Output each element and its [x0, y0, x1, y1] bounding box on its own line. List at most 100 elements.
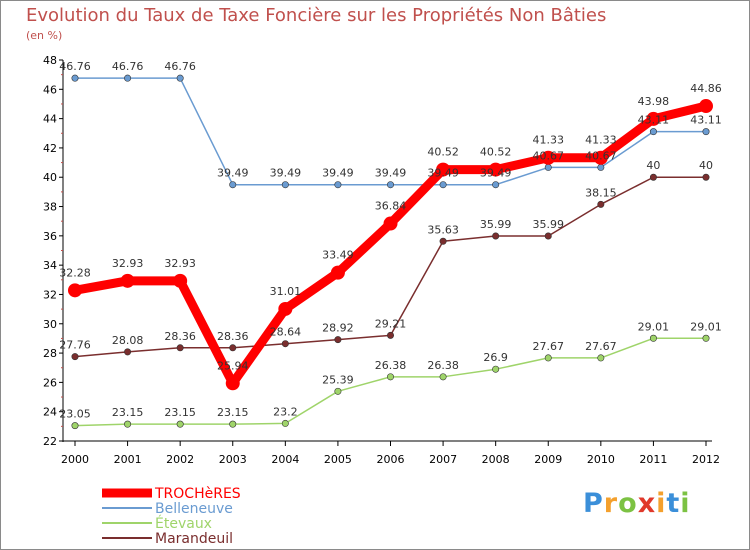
- data-point: [699, 99, 713, 114]
- data-point: [330, 265, 345, 280]
- data-label: 43.98: [638, 95, 670, 108]
- logo-letter: P: [583, 488, 604, 519]
- data-point: [386, 181, 394, 189]
- y-tick-label: 38: [43, 201, 57, 214]
- data-point: [334, 387, 342, 395]
- chart-axes: 22 24 26 28 30 32 34 36 38 40 42 44 46 48 2000 2001 2002…: [43, 54, 720, 466]
- data-point: [492, 181, 500, 189]
- data-label: 35.99: [480, 218, 512, 231]
- data-point: [597, 163, 605, 171]
- x-tick-label: 2008: [482, 453, 510, 466]
- y-tick-label: 40: [43, 171, 57, 184]
- y-tick-label: 44: [43, 113, 57, 126]
- data-label: 23.15: [164, 406, 196, 419]
- x-tick-label: 2003: [219, 453, 247, 466]
- data-label: 23.05: [59, 408, 91, 421]
- data-label: 28.36: [164, 330, 196, 343]
- data-point: [124, 74, 132, 82]
- x-tick-label: 2007: [429, 453, 457, 466]
- data-label: 43.11: [690, 114, 722, 127]
- data-label: 31.01: [270, 285, 302, 298]
- data-point: [492, 365, 500, 373]
- y-tick-label: 34: [43, 259, 57, 272]
- data-point: [229, 344, 237, 352]
- data-label: 23.15: [112, 406, 144, 419]
- x-tick-label: 2002: [166, 453, 194, 466]
- data-label: 28.36: [217, 330, 249, 343]
- data-point: [649, 173, 657, 181]
- x-tick-label: 2005: [324, 453, 352, 466]
- legend-label: Étevaux: [155, 515, 212, 532]
- data-point: [439, 237, 447, 245]
- data-point: [439, 373, 447, 381]
- data-point: [281, 181, 289, 189]
- data-label: 29.21: [375, 317, 407, 330]
- data-point: [334, 336, 342, 344]
- x-tick-label: 2006: [377, 453, 405, 466]
- data-point: [383, 216, 398, 231]
- data-label: 39.49: [375, 167, 407, 180]
- y-tick-label: 48: [43, 54, 57, 67]
- data-point: [334, 181, 342, 189]
- x-tick-label: 2011: [639, 453, 667, 466]
- data-point: [386, 331, 394, 339]
- data-label: 40: [646, 159, 660, 172]
- data-point: [229, 420, 237, 428]
- data-label: 40.52: [427, 146, 459, 159]
- logo-letter: o: [618, 488, 638, 519]
- data-label: 32.93: [112, 257, 144, 270]
- data-label: 38.15: [585, 186, 617, 199]
- x-tick-label: 2000: [61, 453, 89, 466]
- data-point: [71, 353, 79, 361]
- x-tick-label: 2012: [692, 453, 720, 466]
- x-tick-label: 2010: [587, 453, 615, 466]
- data-label: 46.76: [112, 60, 144, 73]
- data-label: 39.49: [217, 167, 249, 180]
- data-point: [541, 150, 556, 165]
- data-label: 40.67: [585, 149, 617, 162]
- data-label: 41.33: [533, 134, 565, 147]
- data-point: [281, 340, 289, 348]
- data-label: 40.67: [533, 149, 565, 162]
- x-tick-label: 2001: [114, 453, 142, 466]
- data-point: [492, 232, 500, 240]
- data-point: [544, 232, 552, 240]
- data-label: 40: [699, 159, 713, 172]
- data-point: [68, 283, 82, 298]
- data-label: 39.49: [270, 167, 302, 180]
- logo-letter: i: [680, 488, 691, 519]
- data-label: 41.33: [585, 134, 617, 147]
- data-label: 25.94: [217, 359, 249, 372]
- data-point: [124, 348, 132, 356]
- data-point: [702, 128, 710, 136]
- data-point: [229, 181, 237, 189]
- data-label: 26.38: [427, 359, 459, 372]
- data-point: [646, 111, 661, 126]
- data-point: [278, 301, 293, 316]
- data-label: 27.76: [59, 339, 91, 352]
- data-label: 26.38: [375, 359, 407, 372]
- data-point: [544, 354, 552, 362]
- data-point: [597, 354, 605, 362]
- proxiti-logo: Proxiti: [583, 488, 691, 519]
- data-point: [173, 273, 188, 288]
- data-point: [544, 163, 552, 171]
- data-label: 43.11: [638, 114, 670, 127]
- data-label: 28.92: [322, 322, 354, 335]
- data-labels-layer: 27.76 28.08 28.36 28.36 28.64 28.92 29.21 35.63…: [59, 60, 722, 420]
- data-point: [176, 74, 184, 82]
- data-point: [124, 420, 132, 428]
- y-tick-label: 32: [43, 288, 57, 301]
- data-label: 46.76: [164, 60, 196, 73]
- data-point: [702, 334, 710, 342]
- data-point: [71, 74, 79, 82]
- data-point: [281, 419, 289, 427]
- data-label: 44.86: [690, 82, 722, 95]
- data-point: [488, 162, 503, 177]
- data-label: 23.15: [217, 406, 249, 419]
- data-label: 39.49: [480, 167, 512, 180]
- data-point: [176, 420, 184, 428]
- data-point: [439, 181, 447, 189]
- chart-title: Evolution du Taux de Taxe Foncière sur l…: [26, 5, 607, 26]
